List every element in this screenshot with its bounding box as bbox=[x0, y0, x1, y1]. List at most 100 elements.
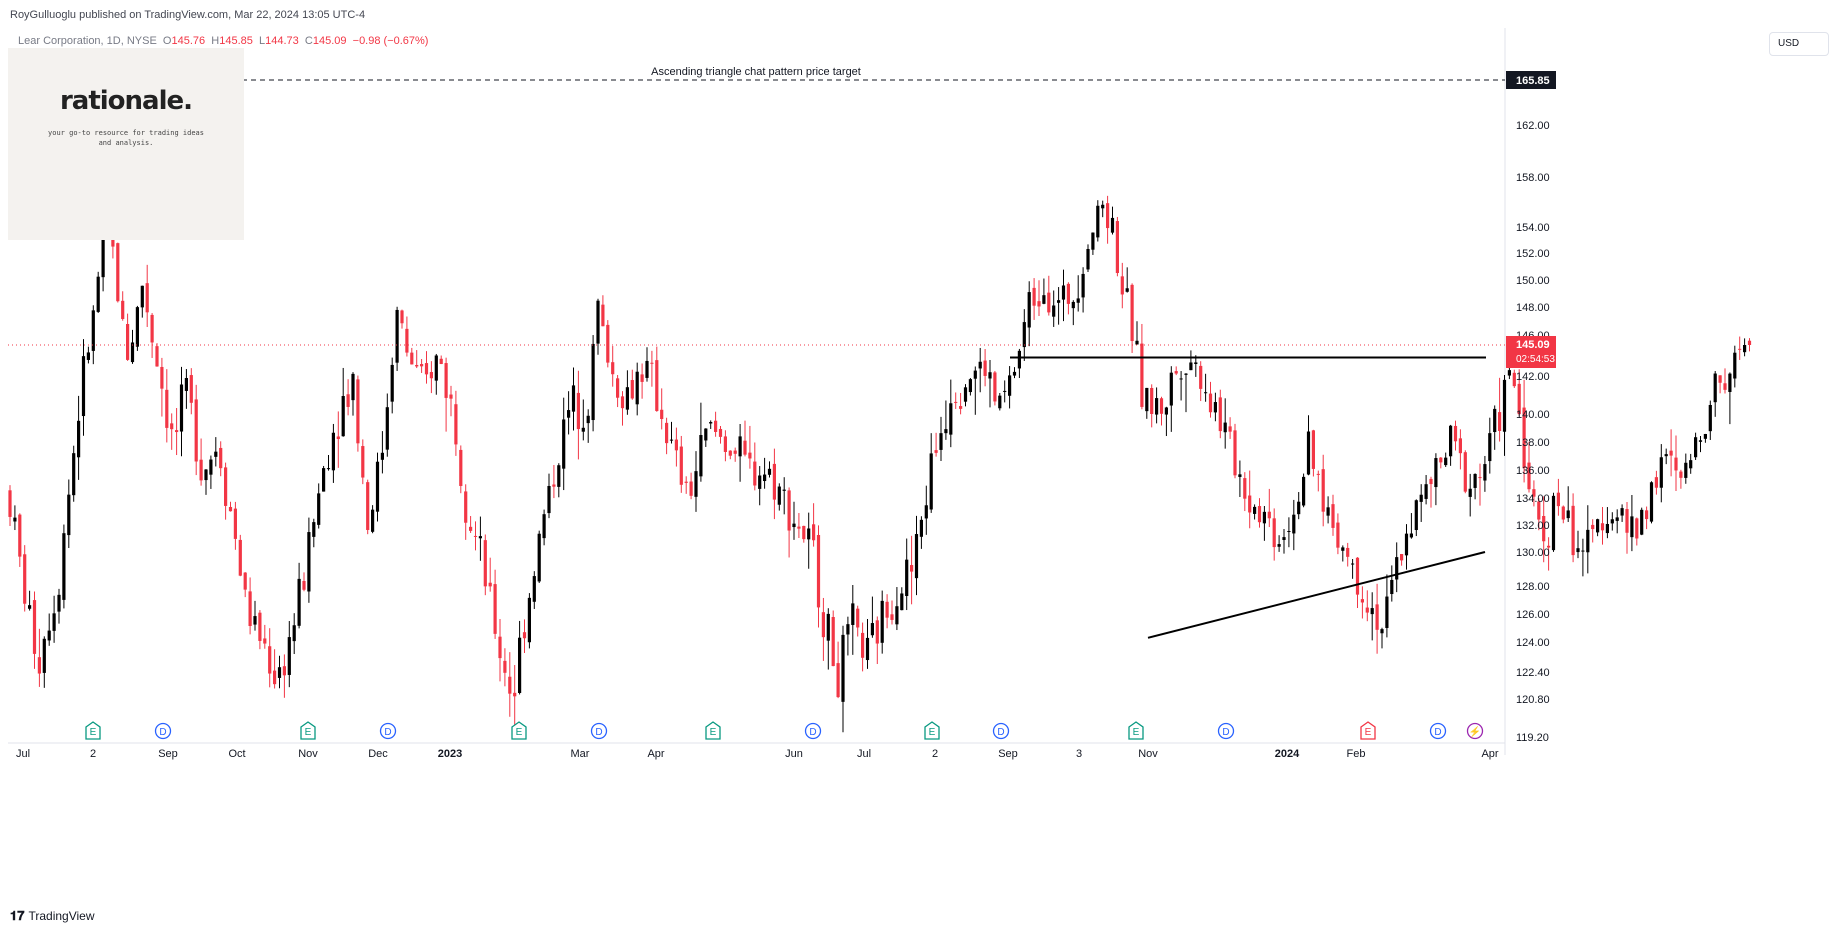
candle-body[interactable] bbox=[1615, 517, 1619, 521]
candle-body[interactable] bbox=[1738, 348, 1742, 350]
candle-body[interactable] bbox=[493, 584, 497, 634]
candle-body[interactable] bbox=[459, 449, 463, 486]
candle-body[interactable] bbox=[1468, 488, 1472, 497]
candle-body[interactable] bbox=[645, 360, 649, 378]
candle-body[interactable] bbox=[1718, 375, 1722, 383]
candle-body[interactable] bbox=[684, 481, 688, 483]
candle-body[interactable] bbox=[669, 439, 674, 441]
candle-body[interactable] bbox=[571, 385, 576, 412]
candle-body[interactable] bbox=[655, 360, 659, 411]
candle-body[interactable] bbox=[1233, 430, 1237, 476]
candle-body[interactable] bbox=[1733, 352, 1737, 379]
candle-body[interactable] bbox=[895, 606, 899, 625]
candle-body[interactable] bbox=[620, 396, 625, 409]
candle-body[interactable] bbox=[1223, 422, 1227, 433]
candle-body[interactable] bbox=[856, 608, 860, 628]
candle-body[interactable] bbox=[1463, 452, 1467, 492]
candle-body[interactable] bbox=[238, 539, 242, 576]
candle-body[interactable] bbox=[1115, 221, 1119, 274]
candle-body[interactable] bbox=[483, 540, 487, 587]
candle-body[interactable] bbox=[1228, 426, 1232, 432]
candle-body[interactable] bbox=[101, 220, 105, 278]
candle-body[interactable] bbox=[875, 620, 879, 644]
candle-body[interactable] bbox=[1404, 533, 1409, 556]
candle-body[interactable] bbox=[1458, 438, 1462, 454]
candle-body[interactable] bbox=[292, 625, 296, 642]
candle-body[interactable] bbox=[1439, 457, 1443, 463]
candle-body[interactable] bbox=[1566, 510, 1570, 519]
candle-body[interactable] bbox=[1174, 371, 1178, 374]
candle-body[interactable] bbox=[1375, 604, 1379, 630]
candle-body[interactable] bbox=[1591, 524, 1595, 530]
candle-body[interactable] bbox=[126, 324, 130, 360]
candle-body[interactable] bbox=[1061, 285, 1066, 300]
candle-body[interactable] bbox=[346, 394, 350, 407]
candle-body[interactable] bbox=[449, 394, 453, 399]
candle-body[interactable] bbox=[1336, 522, 1340, 548]
candle-body[interactable] bbox=[32, 600, 37, 654]
candle-body[interactable] bbox=[1135, 340, 1139, 345]
candle-body[interactable] bbox=[1395, 557, 1399, 580]
price-chart[interactable]: Ascending triangle chat pattern price ta… bbox=[8, 28, 1835, 901]
candle-body[interactable] bbox=[420, 364, 424, 367]
candle-body[interactable] bbox=[939, 433, 943, 450]
candle-body[interactable] bbox=[503, 660, 507, 673]
candle-body[interactable] bbox=[1267, 511, 1271, 519]
candle-body[interactable] bbox=[1155, 398, 1159, 415]
candle-body[interactable] bbox=[978, 361, 982, 369]
candle-body[interactable] bbox=[772, 463, 776, 500]
candle-body[interactable] bbox=[1130, 284, 1134, 342]
candle-body[interactable] bbox=[228, 506, 233, 512]
candle-body[interactable] bbox=[1684, 462, 1688, 478]
candle-body[interactable] bbox=[1262, 511, 1266, 524]
candle-body[interactable] bbox=[870, 623, 874, 636]
candle-body[interactable] bbox=[714, 420, 718, 432]
candle-body[interactable] bbox=[1346, 547, 1350, 557]
candle-body[interactable] bbox=[1473, 473, 1477, 488]
candle-body[interactable] bbox=[758, 475, 762, 489]
candle-body[interactable] bbox=[1199, 365, 1203, 389]
candle-body[interactable] bbox=[91, 310, 95, 351]
candle-body[interactable] bbox=[665, 422, 669, 444]
candle-body[interactable] bbox=[135, 307, 139, 347]
candle-body[interactable] bbox=[1360, 599, 1364, 603]
event-marker-earnings[interactable] bbox=[85, 721, 101, 740]
candle-body[interactable] bbox=[287, 637, 291, 675]
candle-body[interactable] bbox=[527, 597, 531, 643]
candle-body[interactable] bbox=[130, 342, 135, 363]
event-marker-dividend[interactable] bbox=[1429, 722, 1447, 740]
candle-body[interactable] bbox=[1635, 518, 1639, 539]
candle-body[interactable] bbox=[1017, 350, 1021, 369]
candle-body[interactable] bbox=[1106, 203, 1110, 229]
candle-body[interactable] bbox=[723, 436, 727, 452]
candle-body[interactable] bbox=[552, 484, 556, 487]
candle-body[interactable] bbox=[1164, 407, 1168, 415]
candle-body[interactable] bbox=[1257, 506, 1262, 523]
candle-body[interactable] bbox=[630, 380, 634, 399]
candle-body[interactable] bbox=[1194, 362, 1198, 364]
candle-body[interactable] bbox=[640, 374, 644, 382]
candle-body[interactable] bbox=[1272, 518, 1276, 548]
candle-body[interactable] bbox=[581, 427, 585, 432]
candle-body[interactable] bbox=[782, 489, 786, 491]
candle-body[interactable] bbox=[929, 453, 933, 510]
candle-body[interactable] bbox=[831, 617, 835, 667]
candle-body[interactable] bbox=[1306, 431, 1311, 475]
candle-body[interactable] bbox=[297, 578, 301, 626]
candle-body[interactable] bbox=[1096, 205, 1100, 238]
candle-body[interactable] bbox=[273, 670, 277, 685]
candle-body[interactable] bbox=[733, 450, 737, 454]
event-marker-dividend[interactable] bbox=[590, 722, 608, 740]
candle-body[interactable] bbox=[518, 637, 522, 693]
candle-body[interactable] bbox=[424, 363, 429, 375]
candle-body[interactable] bbox=[1556, 492, 1560, 507]
candle-body[interactable] bbox=[72, 453, 76, 496]
candle-body[interactable] bbox=[1022, 322, 1026, 348]
candle-body[interactable] bbox=[1380, 629, 1384, 634]
candle-body[interactable] bbox=[1698, 440, 1703, 442]
candle-body[interactable] bbox=[988, 372, 992, 379]
candle-body[interactable] bbox=[787, 490, 791, 531]
candle-body[interactable] bbox=[1316, 473, 1320, 475]
candle-body[interactable] bbox=[1478, 477, 1482, 479]
candle-body[interactable] bbox=[1419, 494, 1423, 502]
